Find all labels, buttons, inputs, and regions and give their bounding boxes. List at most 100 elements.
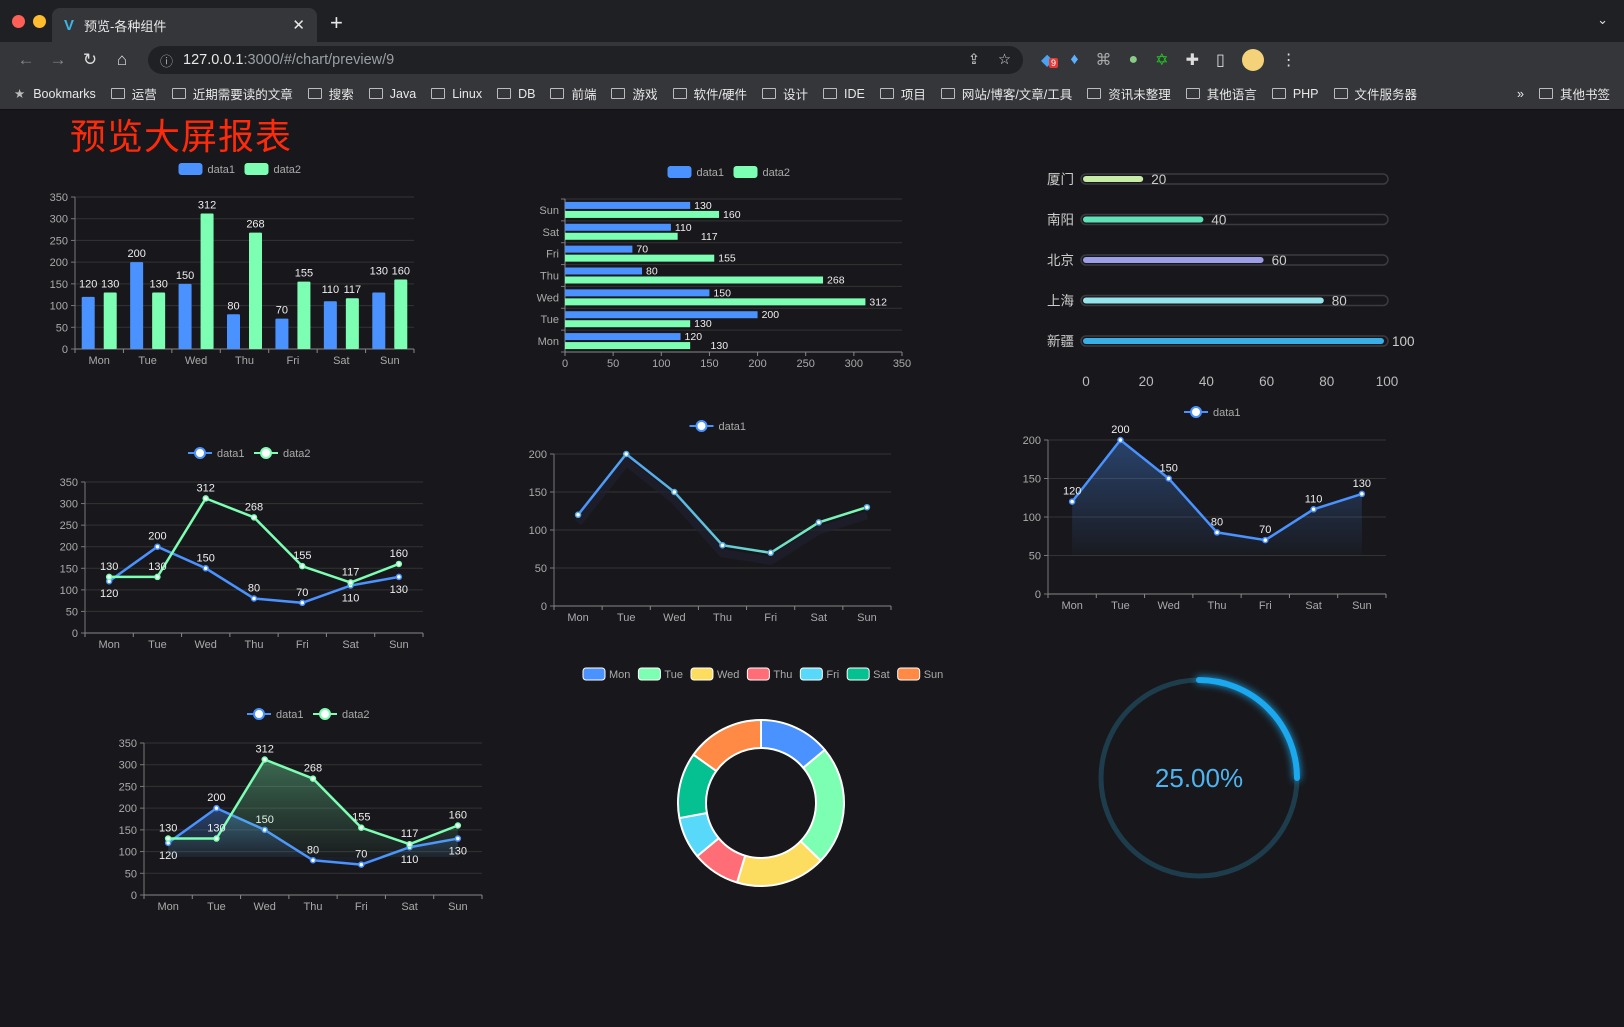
bookmark-folder[interactable]: IDE [823, 87, 865, 101]
bar-data2 [249, 232, 262, 349]
legend-item-Wed[interactable]: Wed [690, 667, 739, 681]
legend-item-data1[interactable]: data1 [689, 420, 747, 433]
progress-fill [1083, 338, 1384, 344]
legend[interactable]: data1 data2 [178, 163, 302, 176]
extension-icon[interactable]: ◆ 9 [1041, 52, 1059, 69]
legend-item-Thu[interactable]: Thu [746, 667, 792, 681]
bar-value-label: 70 [636, 244, 648, 256]
bookmark-folder[interactable]: 游戏 [611, 84, 658, 103]
data-point [719, 541, 726, 549]
legend-item-data1[interactable]: data1 [188, 447, 245, 460]
legend-item-data2[interactable]: data2 [244, 163, 302, 176]
bar-value-label: 120 [685, 331, 703, 343]
progress-track [1080, 213, 1389, 226]
browser-tab[interactable]: V 预览-各种组件 ✕ [52, 8, 317, 42]
legend[interactable]: data1 [1184, 406, 1241, 419]
reload-button[interactable]: ↻ [82, 50, 98, 69]
legend-item-data2[interactable]: data2 [733, 166, 791, 179]
point-value-label: 150 [197, 552, 215, 564]
bookmark-folder[interactable]: 其他语言 [1185, 84, 1257, 103]
home-button[interactable]: ⌂ [116, 50, 128, 69]
point-value-label: 200 [207, 792, 225, 804]
bar-value-label: 200 [762, 309, 780, 321]
bookmark-folder[interactable]: Linux [431, 87, 482, 101]
legend-item-data2[interactable]: data2 [313, 708, 370, 721]
bar-data1 [178, 283, 192, 349]
legend-item-Tue[interactable]: Tue [637, 667, 683, 681]
y-tick-label: 350 [60, 477, 78, 489]
circle-extension-icon[interactable]: ● [1128, 51, 1139, 68]
menu-kebab-icon[interactable]: ⋮ [1280, 52, 1297, 69]
bookmark-folder[interactable]: 设计 [761, 84, 808, 103]
x-tick-label: Sat [1305, 600, 1322, 612]
y-tick-label: 50 [1029, 551, 1041, 563]
legend-item-Mon[interactable]: Mon [582, 667, 630, 681]
command-extension-icon[interactable]: ⌘ [1095, 52, 1112, 69]
bookmark-folder[interactable]: DB [497, 87, 535, 101]
profile-avatar[interactable] [1241, 49, 1264, 71]
back-button[interactable]: ← [17, 50, 35, 69]
bookmark-label: 搜索 [328, 88, 354, 102]
more-bookmarks-button[interactable]: » [1517, 86, 1524, 101]
x-tick-label: Thu [235, 355, 254, 367]
legend-item-data1[interactable]: data1 [178, 163, 236, 176]
bookmark-folder[interactable]: 网站/博客/文章/工具 [940, 84, 1073, 103]
bookmark-folder[interactable]: Java [368, 87, 416, 101]
share-icon[interactable]: ⇪ [967, 52, 980, 68]
bookmark-star-icon[interactable]: ☆ [998, 52, 1011, 68]
legend[interactable]: data1 [689, 420, 747, 433]
progress-track [1080, 254, 1389, 266]
legend-item-data1[interactable]: data1 [247, 708, 304, 721]
legend-item-data2[interactable]: data2 [254, 447, 311, 460]
bar-value-label: 150 [713, 287, 731, 299]
forward-button[interactable]: → [49, 50, 67, 69]
diamond-extension-icon[interactable]: ♦ [1070, 51, 1079, 68]
puzzle-extensions-icon[interactable]: ✚ [1185, 52, 1199, 69]
legend-item-Sun[interactable]: Sun [897, 667, 944, 681]
address-bar[interactable]: ⓘ 127.0.0.1:3000/#/chart/preview/9 ⇪ ☆ [148, 46, 1023, 74]
donut-slice-Tue [799, 748, 845, 862]
bar-data2 [565, 210, 720, 218]
side-panel-icon[interactable]: ▯ [1215, 52, 1225, 69]
legend[interactable]: data1 data2 [667, 166, 791, 179]
data-point [1165, 475, 1172, 482]
bookmark-folder[interactable]: 近期需要读的文章 [171, 84, 293, 103]
point-value-label: 312 [256, 744, 274, 756]
progress-label: 北京 [1047, 253, 1074, 268]
close-window-button[interactable] [12, 15, 25, 28]
legend-item-Sat[interactable]: Sat [846, 667, 890, 681]
star-extension-icon[interactable]: ✡ [1155, 52, 1169, 69]
bookmark-folder[interactable]: 文件服务器 [1333, 84, 1417, 103]
folder-icon [1087, 88, 1102, 99]
bookmark-folder[interactable]: 软件/硬件 [672, 84, 747, 103]
bookmark-folder[interactable]: 搜索 [307, 84, 354, 103]
x-tick-label: Tue [148, 639, 167, 651]
legend-item-data1[interactable]: data1 [1184, 406, 1241, 419]
data-point [213, 804, 220, 812]
other-bookmarks-folder[interactable]: 其他书签 [1538, 84, 1610, 103]
legend: Mon Tue Wed Thu Fri Sat Sun [582, 667, 944, 681]
bookmark-label: 网站/博客/文章/工具 [961, 88, 1073, 102]
bookmark-folder[interactable]: PHP [1271, 87, 1319, 101]
legend-item-data1[interactable]: data1 [667, 166, 725, 179]
legend[interactable]: data1 data2 [247, 708, 370, 721]
minimize-window-button[interactable] [33, 15, 46, 28]
tab-search-chevron-icon[interactable]: ⌄ [1597, 12, 1608, 27]
bookmark-folder[interactable]: 运营 [110, 84, 157, 103]
close-tab-icon[interactable]: ✕ [292, 17, 305, 34]
site-info-icon[interactable]: ⓘ [160, 53, 174, 69]
point-value-label: 80 [248, 582, 260, 594]
x-tick-label: Wed [1158, 600, 1180, 612]
data-point [1213, 529, 1221, 536]
bookmark-folder[interactable]: 项目 [879, 84, 926, 103]
legend-item-Fri[interactable]: Fri [799, 667, 839, 681]
bookmark-folder[interactable]: 前端 [550, 84, 596, 103]
bookmarks-star-item[interactable]: ★ Bookmarks [14, 86, 96, 102]
legend-label: data2 [763, 167, 791, 179]
legend[interactable]: data1 data2 [188, 447, 311, 460]
x-tick-label: 60 [1259, 374, 1274, 389]
new-tab-button[interactable]: + [330, 10, 343, 35]
bookmark-folder[interactable]: 资讯未整理 [1087, 84, 1171, 103]
bar-data1 [130, 262, 144, 349]
bar-data1 [565, 267, 643, 275]
